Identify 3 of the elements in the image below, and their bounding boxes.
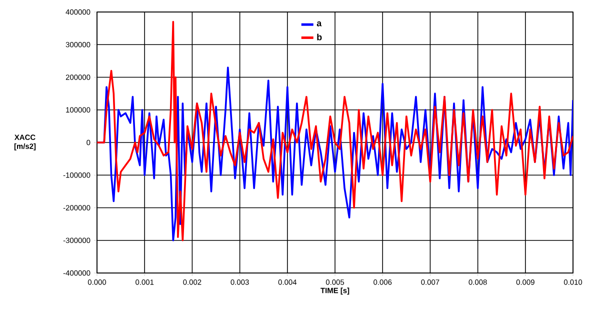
legend-label: a (316, 21, 322, 26)
legend-label: b (317, 34, 322, 40)
line-series (97, 20, 574, 242)
